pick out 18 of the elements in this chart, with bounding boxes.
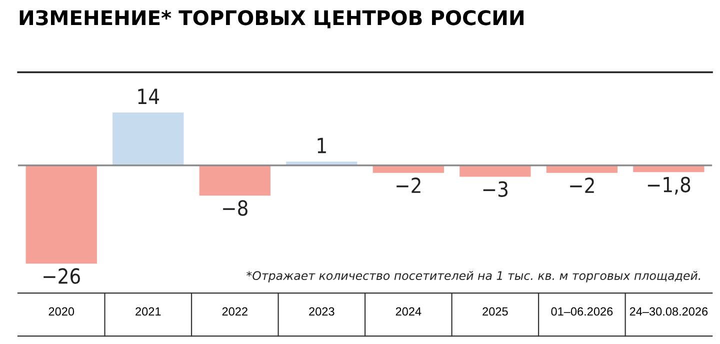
x-tick-label: 24–30.08.2026: [630, 307, 708, 316]
x-tick-label: 2025: [482, 307, 508, 316]
data-label: −8: [223, 200, 248, 216]
data-label: −26: [44, 268, 80, 284]
data-label: −2: [570, 177, 594, 193]
data-label: −2: [396, 177, 420, 193]
x-tick-label: 2020: [48, 307, 74, 316]
x-tick-label: 2023: [309, 307, 334, 316]
data-label: −1,8: [648, 176, 690, 195]
x-tick-label: 2021: [136, 307, 161, 316]
chart-title: ИЗМЕНЕНИЕ* ТОРГОВЫХ ЦЕНТРОВ РОССИИ: [20, 10, 524, 28]
data-label: 14: [138, 88, 160, 104]
x-tick-label: 2022: [222, 307, 248, 316]
data-label: 1: [318, 138, 326, 154]
x-tick-label: 2024: [396, 307, 422, 316]
data-label: −3: [483, 181, 508, 197]
text: *Отражает количество посетителей на 1 тыс. кв. м торговых площадей.: [246, 270, 700, 282]
x-tick-label: 01–06.2026: [551, 307, 613, 316]
